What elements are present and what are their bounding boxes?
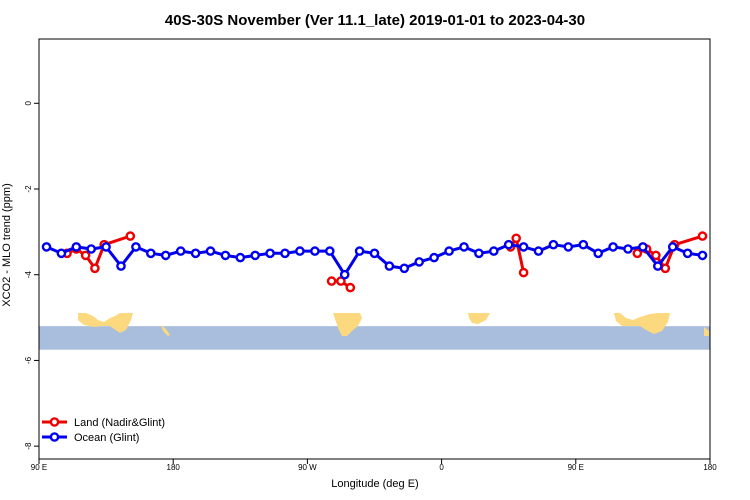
data-point bbox=[295, 246, 305, 256]
series-layer bbox=[41, 231, 708, 293]
x-tick-label: 180 bbox=[167, 463, 181, 472]
data-point bbox=[518, 267, 529, 278]
data-point bbox=[563, 242, 574, 252]
legend-entry-label: Ocean (Glint) bbox=[74, 432, 139, 444]
data-point bbox=[310, 246, 320, 256]
legend-entry-label: Land (Nadir&Glint) bbox=[74, 417, 165, 429]
data-point bbox=[578, 239, 589, 250]
series-ocean bbox=[41, 239, 708, 280]
data-point bbox=[653, 261, 663, 271]
data-point bbox=[326, 276, 337, 286]
data-point bbox=[345, 282, 356, 293]
data-point bbox=[90, 263, 100, 274]
data-point bbox=[369, 248, 380, 259]
data-point bbox=[250, 250, 260, 261]
data-point bbox=[125, 231, 136, 241]
y-tick-label: -6 bbox=[24, 356, 33, 364]
y-axis-label: XCO2 - MLO trend (ppm) bbox=[1, 183, 13, 306]
x-tick-label: 180 bbox=[703, 463, 717, 472]
data-point bbox=[632, 248, 643, 259]
data-point bbox=[56, 248, 67, 259]
plot-frame bbox=[38, 38, 711, 460]
data-point bbox=[339, 269, 350, 280]
data-point bbox=[116, 261, 126, 271]
data-point bbox=[101, 242, 111, 252]
data-point bbox=[682, 248, 693, 259]
map-ocean bbox=[39, 326, 710, 350]
y-tick-label: -8 bbox=[24, 442, 33, 450]
x-axis-label: Longitude (deg E) bbox=[331, 478, 418, 490]
data-point bbox=[511, 233, 522, 244]
data-point bbox=[444, 246, 454, 256]
y-tick-label: -2 bbox=[24, 185, 33, 193]
x-tick-label: 90 E bbox=[568, 463, 584, 472]
x-tick-label: 90 E bbox=[31, 463, 47, 472]
x-tick-label: 0 bbox=[439, 463, 444, 472]
data-point bbox=[503, 239, 514, 250]
data-point bbox=[488, 246, 499, 256]
data-point bbox=[80, 250, 91, 261]
data-point bbox=[324, 246, 335, 256]
legend-swatch-marker bbox=[49, 417, 60, 427]
x-tick-label: 90 W bbox=[298, 463, 317, 472]
data-point bbox=[220, 250, 231, 261]
map-land bbox=[78, 313, 133, 333]
map-land bbox=[614, 313, 670, 334]
data-point bbox=[399, 263, 410, 274]
map-land bbox=[161, 325, 170, 336]
data-point bbox=[205, 246, 216, 256]
data-point bbox=[86, 244, 96, 254]
data-point bbox=[548, 239, 559, 250]
y-tick-label: -4 bbox=[24, 271, 33, 279]
data-point bbox=[638, 242, 648, 252]
data-point bbox=[697, 231, 708, 241]
data-point bbox=[474, 248, 484, 259]
data-point bbox=[175, 246, 186, 256]
data-point bbox=[608, 242, 618, 252]
data-point bbox=[265, 248, 275, 259]
data-point bbox=[354, 246, 365, 256]
data-point bbox=[459, 242, 469, 252]
map-land bbox=[333, 313, 362, 336]
data-point bbox=[593, 248, 604, 259]
y-tick-label: 0 bbox=[24, 101, 33, 106]
data-point bbox=[697, 250, 708, 261]
chart-title: 40S-30S November (Ver 11.1_late) 2019-01… bbox=[165, 12, 585, 29]
axis-ticks: 90 E 180 90 W 0 90 E 180 0 -2 -4 -6 -8 bbox=[24, 101, 717, 472]
data-point bbox=[131, 242, 141, 252]
data-point bbox=[518, 242, 529, 252]
data-point bbox=[623, 244, 633, 254]
map-land bbox=[468, 313, 490, 324]
legend-swatch-marker bbox=[49, 432, 60, 442]
data-point bbox=[384, 261, 395, 271]
data-point bbox=[533, 246, 544, 256]
data-point bbox=[660, 263, 671, 274]
data-point bbox=[280, 248, 290, 259]
data-point bbox=[235, 252, 246, 263]
legend: Land (Nadir&Glint) Ocean (Glint) bbox=[42, 417, 165, 444]
data-point bbox=[145, 248, 156, 259]
data-point bbox=[651, 250, 661, 261]
map-band bbox=[39, 313, 710, 350]
data-point bbox=[160, 250, 171, 261]
data-point bbox=[41, 242, 52, 252]
data-point bbox=[429, 252, 439, 263]
data-point bbox=[190, 248, 201, 259]
map-land bbox=[704, 327, 709, 336]
data-point bbox=[414, 257, 425, 267]
data-point bbox=[71, 242, 82, 252]
data-point bbox=[667, 242, 678, 252]
